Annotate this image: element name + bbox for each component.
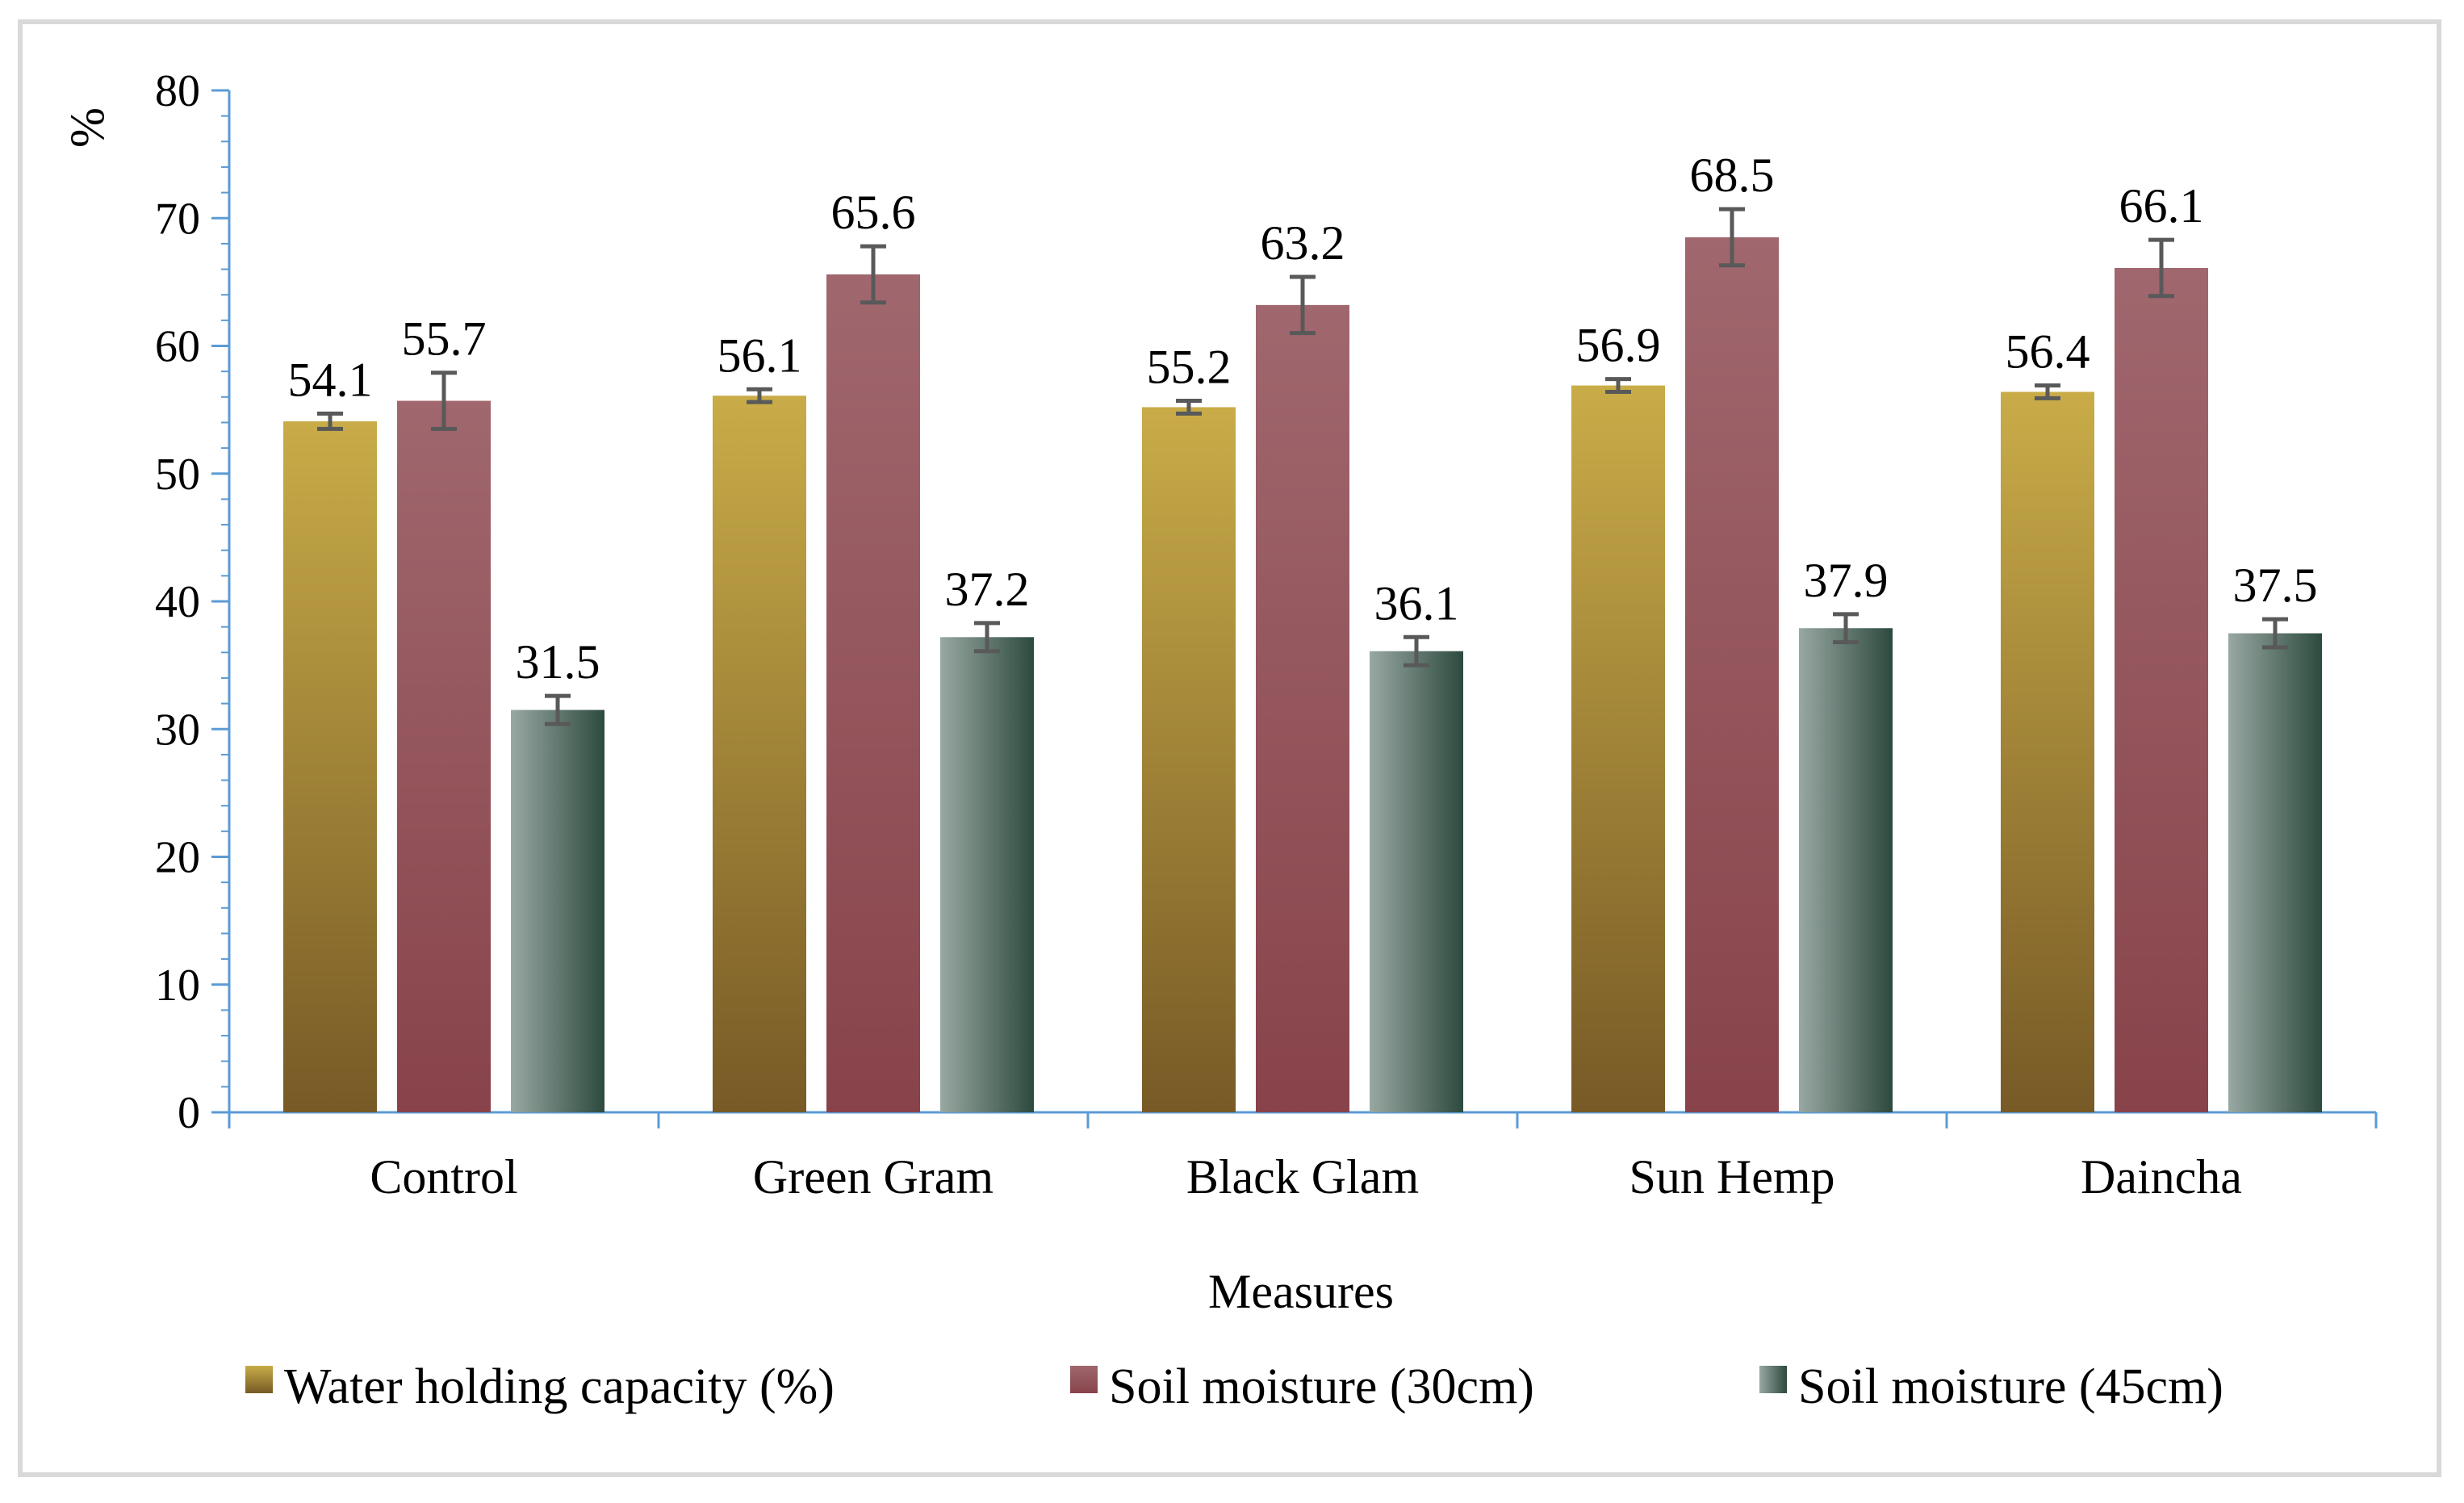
data-label: 37.9 <box>1804 554 1889 607</box>
legend-swatch-soil-moisture-30 <box>1070 1366 1098 1393</box>
data-label: 65.6 <box>831 186 916 239</box>
data-label: 31.5 <box>516 635 600 689</box>
data-label: 56.4 <box>2006 325 2090 379</box>
y-tick-label: 50 <box>155 450 200 500</box>
bar-soil-moisture-45cm-control[interactable] <box>511 710 604 1112</box>
bar-water-holding-capacity-daincha[interactable] <box>2001 391 2094 1113</box>
x-tick-label-control: Control <box>370 1150 517 1204</box>
data-label: 54.1 <box>288 353 373 406</box>
data-label: 55.2 <box>1147 341 1232 394</box>
data-label: 66.1 <box>2119 179 2204 232</box>
y-tick-label: 0 <box>178 1088 200 1138</box>
bar-soil-moisture-30cm-black-glam[interactable] <box>1256 304 1349 1112</box>
x-tick-label-green-gram: Green Gram <box>753 1150 994 1204</box>
x-tick-label-sun-hemp: Sun Hemp <box>1629 1150 1835 1204</box>
data-label: 55.7 <box>402 312 487 366</box>
data-label: 56.9 <box>1576 319 1661 372</box>
y-tick-label: 80 <box>155 66 200 116</box>
y-axis-title: % <box>61 107 114 148</box>
legend-swatch-soil-moisture-45 <box>1759 1366 1787 1393</box>
legend-swatch-water-holding <box>245 1366 273 1393</box>
data-label: 63.2 <box>1261 216 1345 270</box>
bar-soil-moisture-30cm-control[interactable] <box>397 400 491 1112</box>
plot-area: 0 10 20 30 40 50 60 70 80 Control 54.1 55.7 31.5 Gree… <box>155 66 2378 1204</box>
bar-soil-moisture-45cm-black-glam[interactable] <box>1370 651 1463 1112</box>
y-tick-label: 40 <box>155 577 200 627</box>
bar-water-holding-capacity-control[interactable] <box>283 421 377 1112</box>
data-label: 37.5 <box>2233 559 2318 612</box>
bar-soil-moisture-30cm-green-gram[interactable] <box>826 274 920 1112</box>
legend-item-water-holding[interactable]: Water holding capacity (%) <box>245 1359 835 1414</box>
bar-soil-moisture-45cm-green-gram[interactable] <box>940 637 1034 1112</box>
x-tick-label-black-glam: Black Glam <box>1186 1150 1419 1204</box>
data-label: 37.2 <box>945 563 1030 616</box>
data-label: 56.1 <box>717 329 802 382</box>
bar-soil-moisture-45cm-sun-hemp[interactable] <box>1799 628 1893 1112</box>
legend-label-soil-moisture-45: Soil moisture (45cm) <box>1798 1359 2223 1414</box>
y-tick-label: 60 <box>155 322 200 372</box>
bar-soil-moisture-30cm-daincha[interactable] <box>2115 267 2208 1112</box>
y-tick-label: 70 <box>155 194 200 244</box>
legend: Water holding capacity (%) Soil moisture… <box>245 1359 2223 1414</box>
legend-label-water-holding: Water holding capacity (%) <box>284 1359 835 1414</box>
y-tick-label: 10 <box>155 961 200 1011</box>
y-tick-label: 20 <box>155 833 200 883</box>
x-axis-title: Measures <box>1208 1265 1394 1318</box>
bar-soil-moisture-45cm-daincha[interactable] <box>2228 633 2322 1112</box>
y-tick-label: 30 <box>155 705 200 755</box>
legend-item-soil-moisture-45[interactable]: Soil moisture (45cm) <box>1759 1359 2223 1414</box>
data-label: 68.5 <box>1690 149 1775 202</box>
legend-item-soil-moisture-30[interactable]: Soil moisture (30cm) <box>1070 1359 1534 1414</box>
bar-water-holding-capacity-black-glam[interactable] <box>1142 407 1236 1113</box>
legend-label-soil-moisture-30: Soil moisture (30cm) <box>1109 1359 1534 1414</box>
bar-water-holding-capacity-sun-hemp[interactable] <box>1571 385 1665 1112</box>
bar-water-holding-capacity-green-gram[interactable] <box>713 396 806 1112</box>
bar-soil-moisture-30cm-sun-hemp[interactable] <box>1685 237 1779 1112</box>
x-tick-label-daincha: Daincha <box>2081 1150 2242 1204</box>
data-label: 36.1 <box>1374 576 1459 630</box>
